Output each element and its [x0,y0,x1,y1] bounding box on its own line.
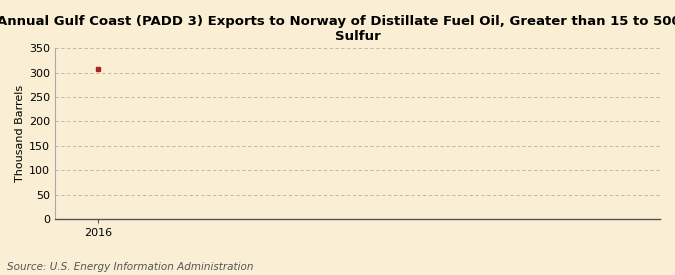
Title: Annual Gulf Coast (PADD 3) Exports to Norway of Distillate Fuel Oil, Greater tha: Annual Gulf Coast (PADD 3) Exports to No… [0,15,675,43]
Text: Source: U.S. Energy Information Administration: Source: U.S. Energy Information Administ… [7,262,253,271]
Y-axis label: Thousand Barrels: Thousand Barrels [15,85,25,182]
